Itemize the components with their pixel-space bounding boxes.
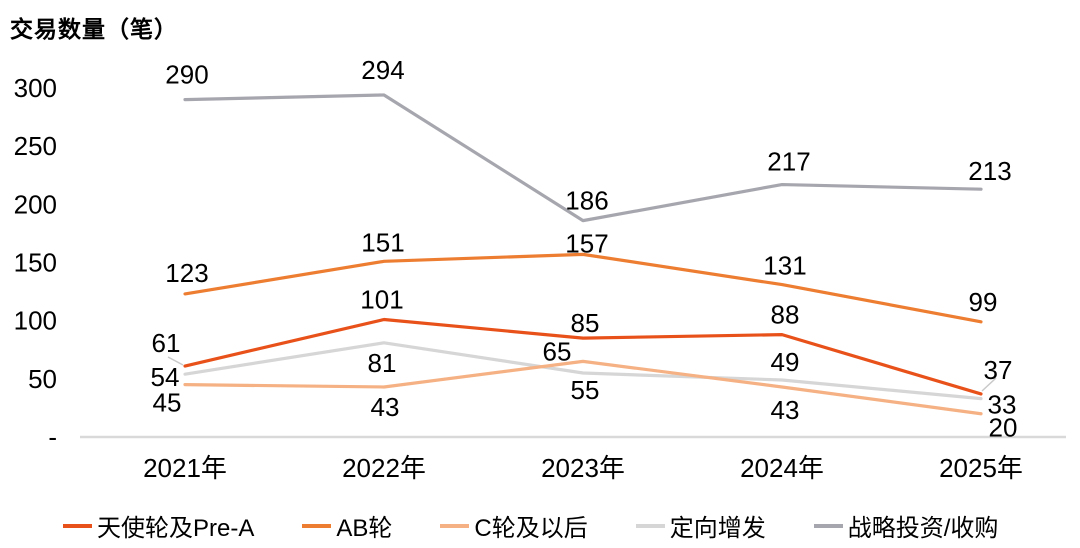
y-tick-label: 50: [28, 364, 57, 394]
data-label-AB轮-2025年: 99: [969, 287, 998, 317]
series-line-天使轮及Pre-A: [183, 317, 983, 396]
y-tick-label: 100: [14, 306, 57, 336]
data-label-定向增发-2022年: 81: [368, 348, 397, 378]
y-tick-label: -: [48, 422, 57, 452]
leader-line: [981, 377, 997, 392]
data-label-C轮及以后-2025年: 20: [989, 413, 1018, 443]
data-label-战略投资/收购-2022年: 294: [361, 55, 404, 85]
chart-legend: 天使轮及Pre-A AB轮 C轮及以后 定向增发 战略投资/收购: [63, 508, 998, 543]
legend-swatch-icon: [63, 523, 92, 528]
x-axis-label: 2021年: [143, 453, 227, 483]
x-axis-label: 2022年: [342, 453, 426, 483]
legend-swatch-icon: [813, 523, 843, 528]
data-label-定向增发-2024年: 49: [771, 347, 800, 377]
data-label-天使轮及Pre-A-2024年: 88: [771, 300, 800, 330]
legend-item-天使轮及Pre-A: 天使轮及Pre-A: [63, 508, 254, 543]
series-line-定向增发: [183, 341, 983, 401]
legend-label: 天使轮及Pre-A: [97, 515, 255, 542]
y-tick-label: 200: [14, 189, 57, 219]
data-label-C轮及以后-2024年: 43: [771, 395, 800, 425]
data-label-战略投资/收购-2024年: 217: [767, 147, 810, 177]
legend-label: C轮及以后: [474, 515, 588, 542]
data-label-AB轮-2022年: 151: [361, 227, 404, 257]
legend-swatch-icon: [635, 523, 665, 528]
data-label-C轮及以后-2023年: 65: [543, 336, 572, 366]
data-label-天使轮及Pre-A-2021年: 61: [152, 328, 181, 358]
data-label-定向增发-2023年: 55: [571, 375, 600, 405]
leader-line: [167, 356, 184, 366]
legend-swatch-icon: [440, 523, 470, 528]
data-label-AB轮-2024年: 131: [763, 251, 806, 281]
legend-item-战略投资/收购: 战略投资/收购: [813, 508, 999, 543]
series-line-AB轮: [183, 252, 983, 324]
series-line-战略投资/收购: [183, 93, 983, 223]
data-label-战略投资/收购-2023年: 186: [565, 186, 608, 216]
legend-item-C轮及以后: C轮及以后: [440, 508, 588, 543]
chart-title: 交易数量（笔）: [10, 16, 178, 42]
data-label-C轮及以后-2021年: 45: [153, 388, 182, 418]
legend-item-AB轮: AB轮: [302, 508, 392, 543]
data-label-AB轮-2021年: 123: [165, 258, 208, 288]
x-axis-label: 2024年: [740, 453, 824, 483]
data-label-天使轮及Pre-A-2025年: 37: [984, 355, 1013, 385]
series-line-C轮及以后: [183, 359, 983, 416]
x-axis-label: 2023年: [541, 453, 625, 483]
data-label-AB轮-2023年: 157: [565, 228, 608, 258]
legend-label: 定向增发: [669, 515, 766, 542]
data-label-战略投资/收购-2025年: 213: [968, 156, 1011, 186]
legend-label: AB轮: [336, 515, 393, 542]
x-axis-label: 2025年: [939, 453, 1023, 483]
legend-swatch-icon: [302, 523, 332, 528]
y-tick-label: 150: [14, 248, 57, 278]
data-label-定向增发-2021年: 54: [151, 362, 180, 392]
data-label-定向增发-2025年: 33: [988, 390, 1017, 420]
data-label-战略投资/收购-2021年: 290: [165, 60, 208, 90]
legend-item-定向增发: 定向增发: [635, 508, 766, 543]
data-label-天使轮及Pre-A-2023年: 85: [571, 308, 600, 338]
data-label-C轮及以后-2022年: 43: [371, 392, 400, 422]
y-tick-label: 300: [14, 73, 57, 103]
legend-label: 战略投资/收购: [847, 515, 999, 542]
y-tick-label: 250: [14, 131, 57, 161]
data-label-天使轮及Pre-A-2022年: 101: [360, 285, 403, 315]
